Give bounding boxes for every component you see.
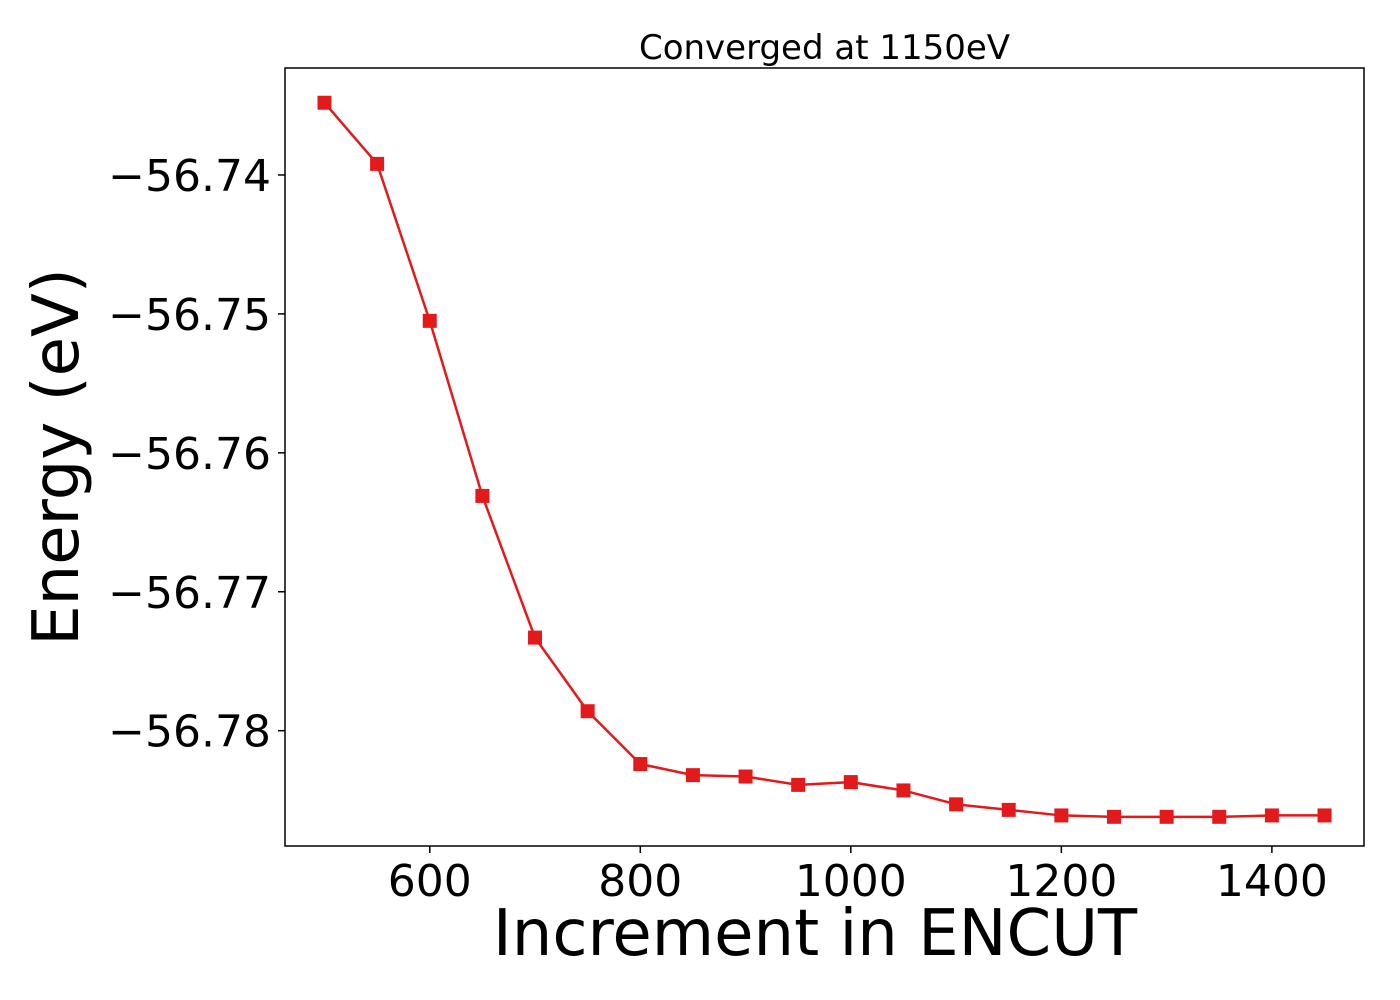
data-point-marker (791, 777, 806, 792)
data-point-marker (475, 488, 490, 503)
data-point-marker (633, 757, 648, 772)
chart-title: Converged at 1150eV (639, 28, 1010, 68)
x-tick-label: 1400 (1216, 856, 1328, 907)
data-point-marker (422, 313, 437, 328)
y-tick-label: −56.78 (108, 707, 271, 758)
series-layer (317, 95, 1332, 824)
data-point-marker (1264, 808, 1279, 823)
data-point-marker (1212, 809, 1227, 824)
data-point-marker (317, 95, 332, 110)
data-point-marker (949, 797, 964, 812)
data-point-marker (1001, 802, 1016, 817)
data-point-marker (370, 156, 385, 171)
energy-series-line (323, 101, 1325, 819)
x-tick-label: 1200 (1005, 856, 1117, 907)
data-point-marker (896, 783, 911, 798)
data-point-marker (1317, 808, 1332, 823)
data-point-marker (738, 769, 753, 784)
y-tick-label: −56.77 (108, 568, 271, 619)
y-tick-label: −56.75 (108, 290, 271, 341)
x-tick-label: 800 (598, 856, 682, 907)
x-axis-ticks: 600 800 1000 1200 1400 (388, 846, 1328, 907)
data-point-marker (1159, 809, 1174, 824)
y-axis-ticks: −56.74 −56.75 −56.76 −56.77 −56.78 (108, 151, 285, 758)
y-tick-label: −56.76 (108, 429, 271, 480)
x-tick-label: 1000 (795, 856, 907, 907)
data-point-marker (1106, 809, 1121, 824)
data-point-marker (843, 775, 858, 790)
plot-frame (284, 67, 1365, 847)
x-tick-label: 600 (388, 856, 472, 907)
y-axis-title: Energy (eV) (20, 268, 94, 646)
data-point-marker (685, 768, 700, 783)
data-point-marker (580, 704, 595, 719)
data-point-marker (1054, 808, 1069, 823)
x-axis-title: Increment in ENCUT (493, 897, 1138, 971)
data-point-marker (528, 630, 543, 645)
y-tick-label: −56.74 (108, 151, 271, 202)
